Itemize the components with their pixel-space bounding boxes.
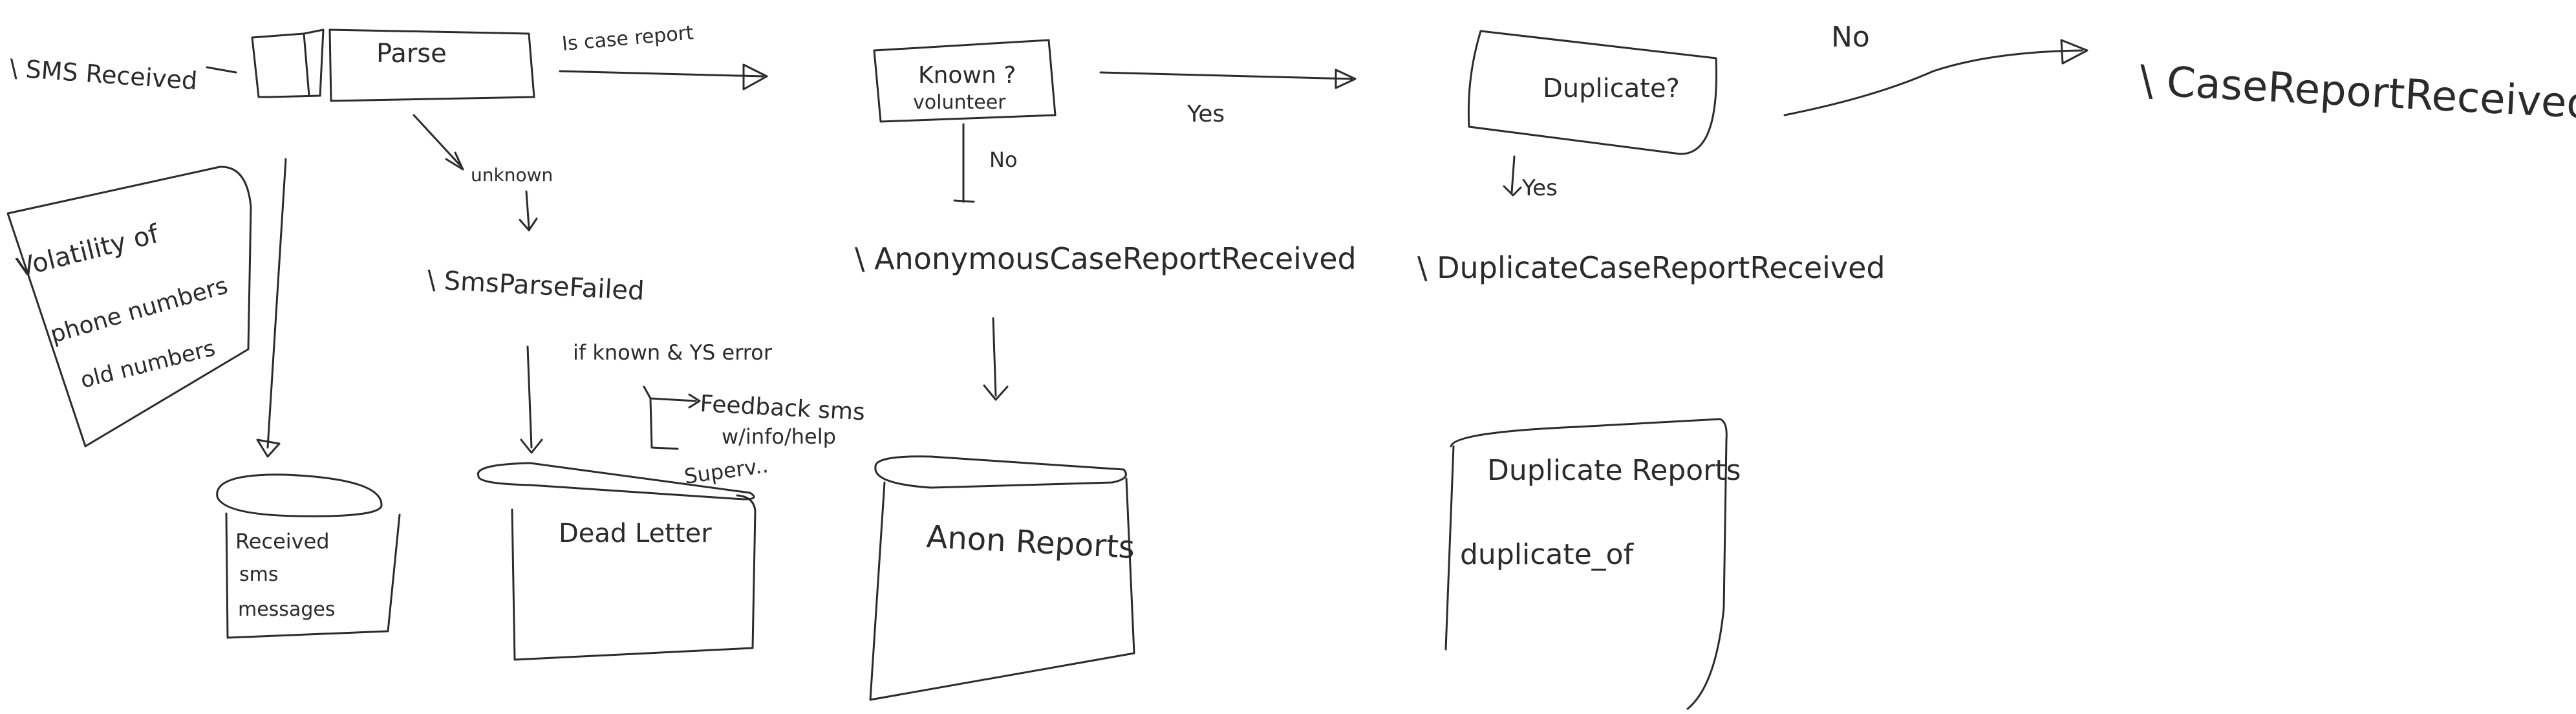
arrow-head-known bbox=[742, 63, 768, 91]
feedback-branch-head bbox=[688, 393, 701, 409]
arrow-unknown-down bbox=[525, 190, 530, 229]
feedback-branch-lower bbox=[649, 398, 679, 450]
event-duplicate-report: \ DuplicateCaseReportReceived bbox=[1417, 250, 1885, 285]
arrow-to-received-store bbox=[266, 158, 287, 449]
arrow-sms-to-parse bbox=[206, 66, 237, 74]
received-store-top bbox=[216, 473, 383, 517]
known-volunteer-box bbox=[873, 39, 1057, 123]
store-received-line1: Received bbox=[235, 529, 330, 554]
received-store-body bbox=[225, 512, 401, 639]
arrow-to-dead-letter bbox=[526, 345, 533, 449]
arrow-duplicate-yes bbox=[1510, 155, 1516, 194]
parse-page-fold bbox=[303, 32, 310, 97]
dead-letter-top bbox=[477, 462, 755, 501]
arrow-parse-to-unknown bbox=[413, 114, 462, 167]
note-feedback-line2: w/info/help bbox=[722, 424, 836, 449]
arrow-duplicate-to-case-report bbox=[1783, 49, 2083, 116]
note-feedback-line1: Feedback sms bbox=[700, 391, 866, 426]
arrow-head-case-report bbox=[2060, 39, 2088, 65]
volatility-note-shape bbox=[6, 166, 252, 448]
arrow-head-unknown bbox=[445, 151, 464, 171]
anon-store-top bbox=[874, 455, 1127, 489]
dead-letter-body bbox=[511, 494, 757, 661]
duplicate-box bbox=[1467, 30, 1718, 155]
note-volatility-line3: old numbers bbox=[78, 335, 218, 393]
note-feedback-line3: Superv.. bbox=[683, 453, 770, 489]
arrow-head-unknown-down bbox=[519, 217, 538, 232]
note-if-known: if known & YS error bbox=[573, 340, 773, 365]
event-case-report-received: \ CaseReportReceived bbox=[2138, 57, 2576, 129]
edge-label-is-case-report: Is case report bbox=[561, 21, 695, 56]
arrow-known-to-duplicate bbox=[1099, 71, 1353, 80]
arrow-head-dead-letter bbox=[520, 438, 543, 454]
event-sms-parse-failed: \ SmsParseFailed bbox=[426, 265, 645, 307]
arrow-to-anon-store bbox=[992, 317, 997, 397]
event-anonymous-report: \ AnonymousCaseReportReceived bbox=[855, 241, 1357, 276]
edge-label-no-duplicate: No bbox=[1831, 21, 1870, 54]
store-dead-letter: Dead Letter bbox=[559, 519, 712, 548]
duplicate-store-top bbox=[1450, 418, 1728, 448]
arrow-head-duplicate bbox=[1335, 69, 1357, 89]
parse-page-shape bbox=[251, 28, 325, 98]
arrow-head-duplicate-yes bbox=[1503, 185, 1522, 197]
event-sms-received: \ SMS Received bbox=[8, 54, 198, 95]
note-volatility-line1: Volatility of bbox=[14, 219, 162, 283]
store-anon-reports: Anon Reports bbox=[925, 519, 1135, 566]
edge-label-no-known: No bbox=[989, 147, 1018, 172]
edge-label-unknown: unknown bbox=[471, 164, 553, 186]
arrow-head-received-store bbox=[256, 438, 281, 458]
node-duplicate-label: Duplicate? bbox=[1543, 74, 1680, 103]
store-received-line2: sms bbox=[239, 563, 278, 586]
arrow-head-anon-event bbox=[953, 199, 975, 203]
anon-store-body bbox=[869, 477, 1135, 701]
store-duplicate-of: duplicate_of bbox=[1460, 538, 1635, 571]
parse-box bbox=[328, 28, 535, 102]
store-duplicate-reports: Duplicate Reports bbox=[1487, 454, 1741, 487]
edge-label-yes-duplicate: Yes bbox=[1521, 175, 1558, 201]
arrow-head-anon-store bbox=[983, 384, 1009, 401]
store-received-line3: messages bbox=[238, 598, 335, 621]
node-parse-label: Parse bbox=[376, 39, 447, 69]
node-volunteer-label: volunteer bbox=[913, 91, 1006, 114]
feedback-branch bbox=[643, 385, 697, 402]
node-known-label: Known ? bbox=[918, 62, 1016, 89]
edge-label-yes-known: Yes bbox=[1186, 101, 1225, 127]
arrow-parse-to-known bbox=[559, 70, 764, 78]
duplicate-store-body bbox=[1444, 438, 1728, 710]
